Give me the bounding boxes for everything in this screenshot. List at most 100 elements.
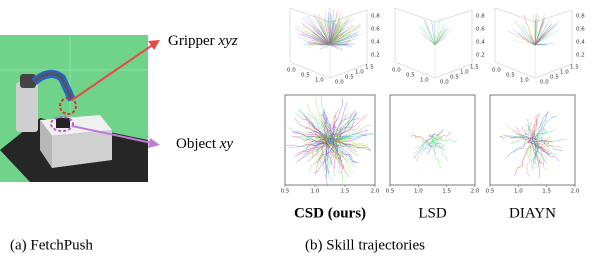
trajectory-2d [531, 134, 551, 156]
trajectory-3d [298, 33, 331, 46]
trajectory-2d [314, 131, 328, 143]
trajectory-3d [305, 42, 331, 46]
trajectory-3d [329, 10, 339, 46]
trajectory-2d [432, 130, 443, 143]
trajectory-2d [330, 144, 346, 160]
plot-2d-frame [284, 94, 376, 186]
trajectory-3d [434, 18, 441, 46]
trajectory-2d [526, 118, 537, 145]
x-tick-label: 0.0 [492, 68, 501, 74]
x-tick-label: 1.5 [542, 189, 551, 195]
y-tick-label: 1.5 [570, 65, 579, 71]
trajectory-3d [511, 40, 536, 46]
trajectory-3d [534, 34, 549, 46]
object-text: Object [176, 136, 217, 152]
trajectory-2d [323, 114, 330, 144]
trajectory-2d [307, 112, 331, 140]
trajectory-2d [327, 135, 370, 150]
trajectory-3d [294, 28, 331, 46]
trajectory-2d [430, 135, 442, 140]
trajectory-3d [329, 24, 360, 46]
trajectory-2d [331, 143, 345, 170]
y-tick-label: 0.5 [345, 75, 354, 81]
trajectory-2d [433, 142, 448, 162]
trajectory-2d [515, 126, 534, 146]
trajectory-3d [329, 24, 355, 46]
trajectory-2d [329, 113, 349, 142]
trajectory-3d [420, 32, 436, 46]
plot-3d: 0.20.40.60.80.00.51.0 0.00.51.01.5 [287, 7, 380, 86]
y-tick-label: 1.0 [560, 70, 569, 76]
robot-scene [0, 35, 160, 182]
trajectory-2d [307, 131, 330, 141]
trajectory-3d [433, 34, 436, 46]
trajectory-3d [417, 25, 436, 46]
trajectory-2d [326, 141, 341, 148]
y-tick-label: 1.0 [355, 70, 364, 76]
trajectory-2d [333, 111, 337, 137]
trajectory-3d [329, 14, 332, 46]
z-tick-label: 0.4 [476, 40, 485, 46]
trajectory-3d [434, 28, 447, 46]
trajectory-3d [521, 32, 536, 46]
trajectory-2d [410, 135, 429, 142]
trajectory-2d [334, 136, 371, 150]
x-tick-label: 1.0 [520, 78, 529, 84]
plot-3d: 0.20.40.60.80.00.51.0 0.00.51.01.5 [492, 7, 585, 86]
trajectory-2d [306, 103, 333, 137]
gripper-label: Gripper xyz [168, 33, 238, 49]
gripper-text: Gripper [168, 33, 215, 49]
plot-2d-frame [389, 94, 476, 186]
trajectory-2d [325, 125, 336, 136]
trajectory-3d [534, 19, 551, 46]
trajectory-2d [521, 126, 530, 137]
gripper-var: xyz [217, 33, 237, 49]
x-tick-label: 0.5 [486, 189, 495, 195]
trajectory-3d [317, 27, 331, 46]
plot-2d-frame [489, 94, 576, 186]
trajectory-2d [331, 141, 369, 146]
trajectory-2d [332, 137, 359, 157]
trajectory-3d [519, 35, 536, 46]
z-tick-label: 0.6 [371, 27, 380, 33]
trajectory-2d [416, 143, 430, 162]
trajectory-2d [312, 144, 334, 157]
trajectory-3d [419, 24, 436, 46]
trajectory-2d [429, 138, 444, 148]
trajectory-2d [328, 144, 343, 162]
trajectory-2d [309, 136, 328, 173]
trajectory-2d [535, 136, 551, 143]
x-tick-label: 0.5 [506, 73, 515, 79]
y-tick-label: 1.5 [470, 65, 479, 71]
trajectory-2d [295, 112, 327, 138]
trajectory-2d [314, 142, 335, 173]
trajectory-3d [534, 20, 560, 46]
trajectory-3d [329, 21, 334, 46]
x-tick-label: 1.0 [311, 189, 320, 195]
trajectory-3d [434, 36, 445, 46]
trajectory-2d [322, 134, 327, 160]
x-tick-label: 1.5 [341, 189, 350, 195]
x-tick-label: 0.5 [386, 189, 395, 195]
trajectory-2d [298, 109, 324, 136]
trajectory-3d [313, 33, 331, 46]
trajectory-3d [307, 44, 331, 47]
trajectory-2d [306, 137, 334, 163]
trajectory-3d [329, 18, 350, 46]
trajectory-3d [321, 34, 331, 46]
trajectory-3d [329, 41, 352, 46]
trajectory-2d [305, 138, 325, 152]
object-var: xy [219, 136, 234, 152]
y-tick-label: 0.0 [440, 80, 449, 86]
y-tick-label: 1.5 [365, 65, 374, 71]
trajectory-3d [534, 17, 545, 46]
trajectory-2d [324, 136, 332, 178]
trajectory-3d [514, 20, 536, 46]
trajectory-3d [507, 30, 536, 46]
x-tick-label: 0.5 [301, 73, 310, 79]
trajectory-2d [534, 145, 563, 148]
trajectory-2d [533, 137, 563, 151]
x-tick-label: 1.0 [414, 189, 423, 195]
trajectory-2d [332, 134, 367, 141]
trajectory-2d [314, 119, 326, 142]
